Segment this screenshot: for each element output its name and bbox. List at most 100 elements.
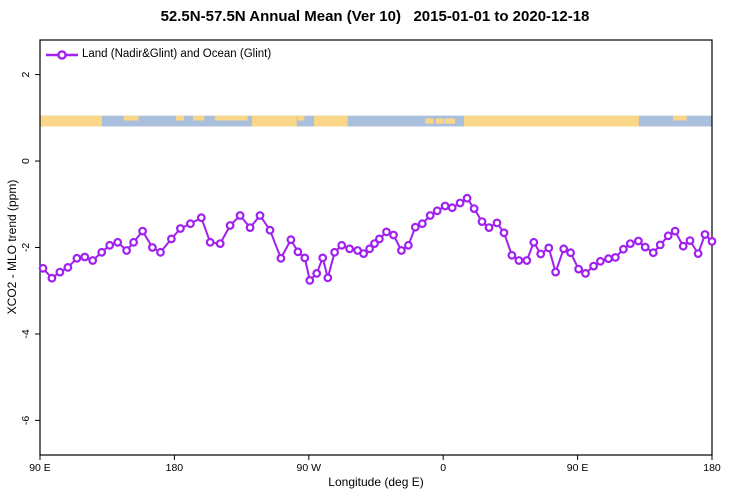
- data-point-marker: [175, 224, 185, 233]
- y-axis-title: XCO2 - MLO trend (ppm): [5, 179, 19, 315]
- data-point-marker: [581, 269, 590, 278]
- data-point-marker: [536, 249, 546, 259]
- data-point-marker: [499, 228, 509, 238]
- data-point-marker: [318, 253, 328, 263]
- data-point-marker: [625, 239, 635, 249]
- data-point-marker: [507, 250, 517, 260]
- data-point-marker: [447, 203, 457, 213]
- data-point-marker: [492, 218, 502, 228]
- data-point-marker: [559, 244, 569, 254]
- strip-coast-fleck: [123, 115, 139, 121]
- data-point-marker: [312, 269, 322, 278]
- data-point-marker: [147, 243, 157, 252]
- data-point-marker: [551, 267, 560, 277]
- data-point-marker: [97, 247, 107, 257]
- data-point-marker: [337, 240, 347, 250]
- strip-coast-fleck: [435, 118, 444, 124]
- data-point-marker: [138, 226, 148, 236]
- data-point-marker: [634, 236, 643, 246]
- strip-coast-fleck: [175, 115, 185, 121]
- data-point-marker: [323, 273, 333, 283]
- data-point-marker: [113, 237, 123, 247]
- data-point-marker: [129, 237, 139, 247]
- data-point-marker: [235, 211, 245, 220]
- data-point-marker: [596, 256, 605, 266]
- data-point-marker: [707, 236, 717, 246]
- data-point-marker: [589, 261, 598, 271]
- x-tick-label: 90 W: [297, 462, 322, 474]
- data-point-marker: [293, 247, 303, 257]
- y-tick-label: -2: [20, 243, 32, 252]
- data-point-marker: [225, 221, 235, 230]
- strip-land-segment: [252, 115, 297, 127]
- data-point-marker: [678, 241, 688, 251]
- data-point-marker: [55, 267, 65, 277]
- data-point-marker: [440, 201, 450, 211]
- x-tick-label: 0: [440, 462, 446, 474]
- data-point-marker: [286, 235, 296, 245]
- data-point-marker: [663, 231, 673, 241]
- legend-marker-sample: [57, 50, 67, 60]
- data-point-marker: [462, 193, 472, 203]
- data-point-marker: [640, 242, 650, 252]
- y-tick-label: 0: [20, 158, 32, 164]
- data-point-marker: [693, 249, 703, 259]
- data-point-marker: [574, 264, 583, 274]
- data-point-marker: [514, 256, 524, 265]
- data-point-marker: [410, 222, 420, 232]
- strip-coast-fleck: [193, 115, 205, 121]
- strip-coast-fleck: [444, 118, 456, 124]
- data-point-marker: [88, 256, 98, 265]
- data-point-marker: [389, 230, 398, 240]
- data-point-marker: [611, 252, 620, 262]
- data-point-marker: [685, 236, 695, 246]
- strip-coast-fleck: [297, 115, 305, 121]
- strip-ocean-base: [40, 115, 712, 127]
- x-axis-title: Longitude (deg E): [328, 475, 424, 489]
- chart-title: 52.5N-57.5N Annual Mean (Ver 10) 2015-01…: [160, 8, 590, 25]
- data-point-marker: [305, 276, 315, 285]
- data-point-marker: [375, 234, 384, 244]
- data-point-marker: [365, 244, 375, 254]
- data-point-marker: [604, 254, 613, 264]
- data-point-marker: [196, 213, 206, 223]
- data-point-marker: [359, 249, 369, 259]
- data-point-marker: [404, 240, 413, 250]
- data-point-marker: [619, 244, 628, 254]
- data-point-marker: [345, 244, 355, 254]
- strip-coast-fleck: [425, 118, 434, 124]
- data-point-marker: [670, 226, 680, 236]
- y-tick-label: -6: [20, 416, 32, 425]
- data-point-marker: [469, 204, 479, 214]
- y-tick-label: -4: [20, 329, 32, 338]
- data-point-marker: [265, 225, 275, 235]
- data-point-marker: [185, 219, 195, 229]
- strip-land-segment: [40, 115, 102, 127]
- data-point-marker: [245, 223, 255, 233]
- data-point-marker: [425, 211, 435, 220]
- data-point-marker: [105, 240, 115, 250]
- x-tick-label: 180: [703, 462, 721, 474]
- data-point-marker: [255, 211, 265, 220]
- data-point-marker: [382, 227, 391, 237]
- x-tick-label: 90 E: [29, 462, 51, 474]
- data-point-marker: [455, 198, 465, 208]
- data-point-marker: [484, 223, 494, 233]
- data-point-marker: [215, 239, 225, 249]
- data-point-marker: [477, 217, 487, 227]
- data-point-marker: [330, 247, 340, 257]
- data-point-marker: [63, 263, 73, 272]
- y-tick-label: 2: [20, 72, 32, 78]
- data-point-marker: [397, 246, 406, 255]
- data-point-marker: [529, 237, 539, 247]
- data-point-marker: [566, 248, 575, 258]
- data-point-marker: [205, 237, 215, 247]
- data-point-marker: [700, 230, 710, 239]
- data-point-marker: [544, 243, 554, 253]
- strip-land-segment: [314, 115, 348, 127]
- data-point-marker: [72, 253, 82, 263]
- strip-coast-fleck: [673, 115, 687, 121]
- data-point-marker: [80, 252, 90, 262]
